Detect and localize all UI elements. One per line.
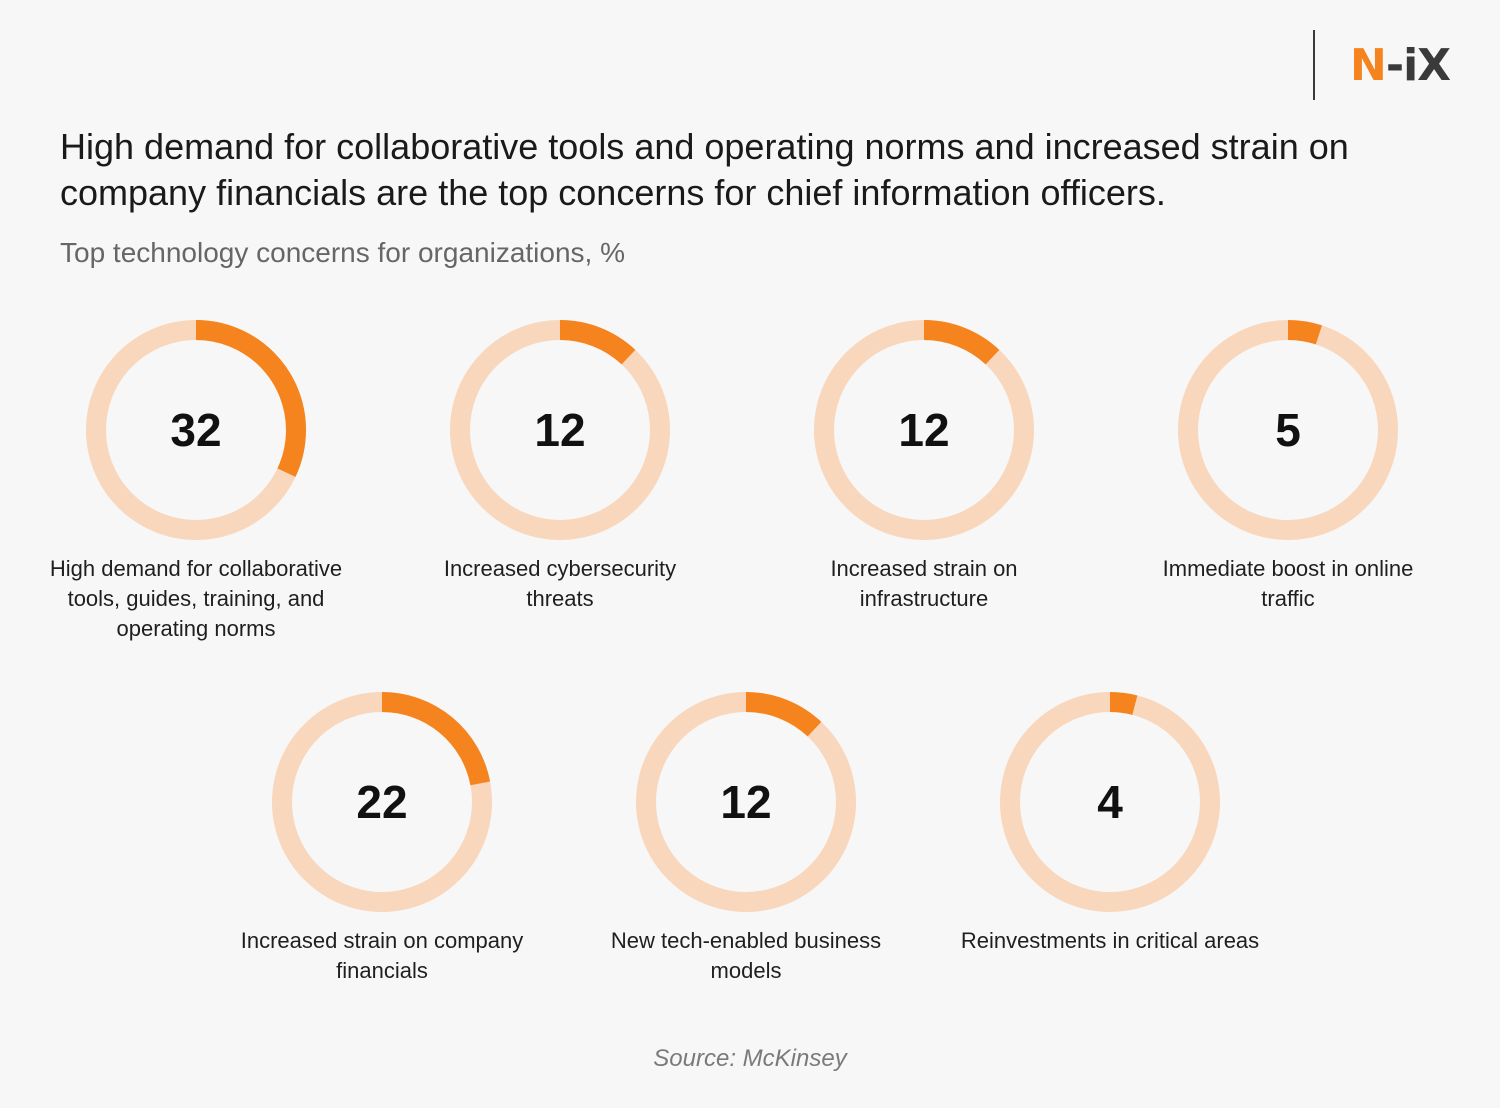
logo-rest: -iX — [1385, 40, 1451, 91]
donut-chart: 12 — [450, 320, 670, 540]
donut-item: 12 Increased cybersecurity threats — [410, 320, 710, 614]
donut-item: 22 Increased strain on company financials — [232, 692, 532, 986]
donut-value-arc — [1000, 692, 1220, 912]
donut-item: 32 High demand for collaborative tools, g… — [46, 320, 346, 644]
donut-value-label: 12 — [534, 404, 585, 456]
donut-chart: 22 — [272, 692, 492, 912]
donut-value-label: 5 — [1275, 404, 1301, 456]
source-note: Source: McKinsey — [653, 1045, 847, 1072]
donut-category-label: Increased strain on company financials — [240, 928, 524, 983]
donut-item: 5 Immediate boost in online traffic — [1138, 320, 1438, 614]
donut-chart: 12 — [814, 320, 1034, 540]
logo-letter-n: N — [1350, 40, 1387, 91]
donut-category-label: New tech-enabled business models — [610, 928, 882, 983]
donut-item: 12 Increased strain on infrastructure — [774, 320, 1074, 614]
donut-value-arc — [86, 320, 306, 540]
donut-value-arc — [814, 320, 1034, 540]
donut-chart: 5 — [1178, 320, 1398, 540]
donut-value-arc — [272, 692, 492, 912]
donut-chart: 12 — [636, 692, 856, 912]
donut-chart: 4 — [1000, 692, 1220, 912]
chart-title: High demand for collaborative tools and … — [60, 126, 1349, 213]
donut-category-label: Increased cybersecurity threats — [443, 556, 677, 611]
donut-value-label: 4 — [1097, 776, 1123, 828]
donut-chart: 32 — [86, 320, 306, 540]
donut-value-label: 32 — [170, 404, 221, 456]
donut-value-label: 12 — [720, 776, 771, 828]
chart-subtitle: Top technology concerns for organization… — [60, 237, 625, 268]
donut-value-label: 12 — [898, 404, 949, 456]
donut-category-label: Reinvestments in critical areas — [960, 928, 1260, 953]
donut-category-label: Increased strain on infrastructure — [830, 556, 1018, 611]
donut-value-arc — [450, 320, 670, 540]
brand-logo: N-iX — [1350, 40, 1451, 92]
donut-category-label: High demand for collaborative tools, gui… — [49, 556, 343, 641]
donut-category-label: Immediate boost in online traffic — [1162, 556, 1414, 611]
donut-value-label: 22 — [356, 776, 407, 828]
donut-value-arc — [636, 692, 856, 912]
donut-value-arc — [1178, 320, 1398, 540]
logo-divider — [1313, 30, 1315, 100]
donut-item: 12 New tech-enabled business models — [596, 692, 896, 986]
donut-item: 4 Reinvestments in critical areas — [960, 692, 1260, 956]
